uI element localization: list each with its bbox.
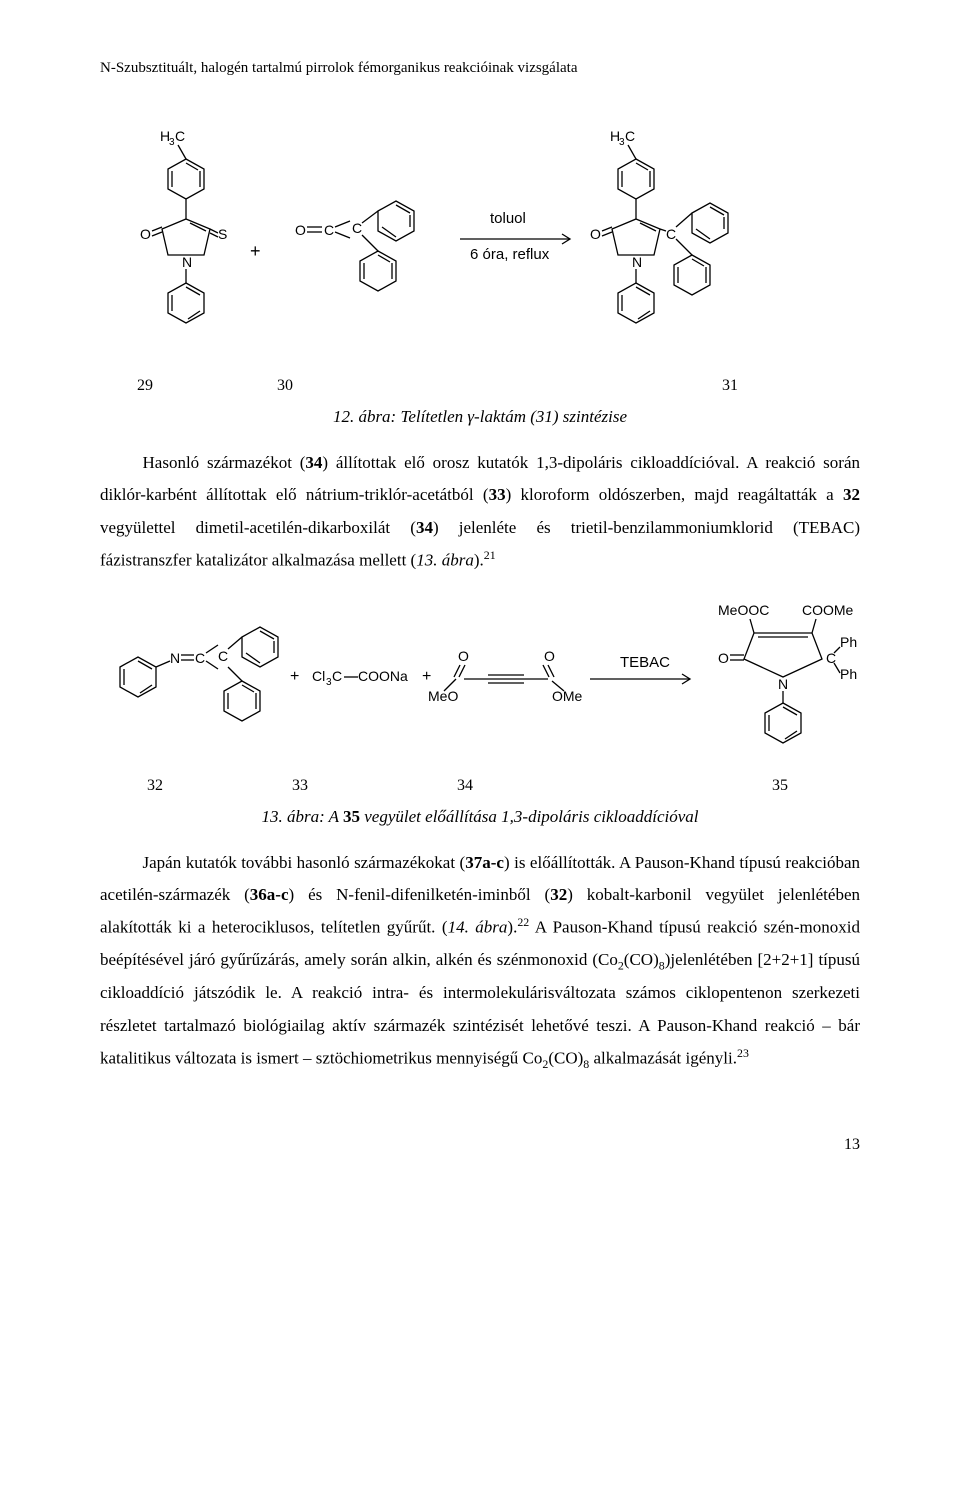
svg-text:OMe: OMe xyxy=(552,688,583,704)
svg-text:+: + xyxy=(250,241,261,261)
caption-12: 12. ábra: Telítetlen γ-laktám (31) szint… xyxy=(100,407,860,427)
svg-text:C: C xyxy=(352,220,362,236)
svg-text:C: C xyxy=(324,222,334,238)
svg-text:O: O xyxy=(718,650,729,666)
compound-29-num: 29 xyxy=(100,377,190,395)
paragraph-2: Japán kutatók további hasonló származéko… xyxy=(100,847,860,1076)
svg-text:Ph: Ph xyxy=(840,634,857,650)
svg-text:Ph: Ph xyxy=(840,666,857,682)
scheme-2-numbers: 32 33 34 35 xyxy=(100,777,860,795)
svg-text:toluol: toluol xyxy=(490,210,526,227)
svg-text:O: O xyxy=(295,222,306,238)
svg-text:MeO: MeO xyxy=(428,688,458,704)
svg-text:C: C xyxy=(332,668,342,684)
svg-text:COONa: COONa xyxy=(358,668,408,684)
paragraph-1: Hasonló származékot (34) állítottak elő … xyxy=(100,447,860,577)
svg-text:+: + xyxy=(290,668,299,685)
page-number: 13 xyxy=(100,1136,860,1154)
compound-34-num: 34 xyxy=(390,777,540,795)
svg-text:6 óra, reflux: 6 óra, reflux xyxy=(470,246,550,263)
svg-text:C: C xyxy=(195,650,205,666)
svg-text:N: N xyxy=(170,650,180,666)
scheme-2: N C C + Cl 3 xyxy=(100,597,860,795)
svg-text:Cl: Cl xyxy=(312,668,325,684)
svg-text:C: C xyxy=(218,648,228,664)
compound-33-num: 33 xyxy=(210,777,390,795)
svg-text:C: C xyxy=(625,128,635,144)
compound-35-num: 35 xyxy=(740,777,820,795)
svg-text:O: O xyxy=(458,648,469,664)
scheme-1: H 3 C O N xyxy=(100,127,860,395)
svg-text:C: C xyxy=(175,128,185,144)
compound-30-num: 30 xyxy=(190,377,380,395)
svg-text:+: + xyxy=(422,668,431,685)
running-header: N-Szubsztituált, halogén tartalmú pirrol… xyxy=(100,60,860,77)
svg-text:O: O xyxy=(544,648,555,664)
svg-text:S: S xyxy=(218,226,227,242)
svg-text:TEBAC: TEBAC xyxy=(620,654,670,671)
svg-text:N: N xyxy=(182,254,192,270)
scheme-1-svg: H 3 C O N xyxy=(100,127,860,357)
scheme-2-svg: N C C + Cl 3 xyxy=(100,597,860,757)
svg-text:N: N xyxy=(778,676,788,692)
compound-32-num: 32 xyxy=(100,777,210,795)
svg-text:N: N xyxy=(632,254,642,270)
scheme-1-numbers: 29 30 31 xyxy=(100,377,860,395)
compound-31-num: 31 xyxy=(690,377,770,395)
svg-text:O: O xyxy=(140,226,151,242)
svg-text:C: C xyxy=(666,226,676,242)
svg-text:MeOOC: MeOOC xyxy=(718,602,769,618)
caption-13: 13. ábra: A 35 vegyület előállítása 1,3-… xyxy=(100,807,860,827)
svg-text:COOMe: COOMe xyxy=(802,602,854,618)
svg-text:O: O xyxy=(590,226,601,242)
